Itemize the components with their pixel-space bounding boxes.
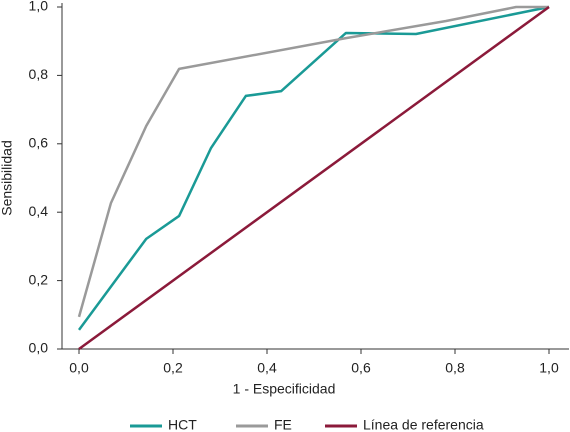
y-tick-label: 0,6	[29, 135, 49, 151]
y-tick-label: 0,2	[29, 271, 49, 287]
x-tick-label: 0,2	[163, 360, 183, 376]
y-tick-label: 1,0	[29, 0, 49, 14]
line	[78, 5, 550, 351]
legend-label: FE	[274, 417, 292, 432]
x-tick-label: 0,0	[69, 360, 89, 376]
line	[77, 5, 550, 331]
y-tick-label: 0,0	[29, 340, 49, 356]
x-tick-label: 0,4	[257, 360, 277, 376]
legend-label: HCT	[168, 417, 197, 432]
y-axis-label: Sensibilidad	[0, 140, 15, 216]
y-tick-label: 0,8	[29, 66, 49, 82]
line	[77, 5, 549, 318]
x-tick-label: 0,8	[445, 360, 465, 376]
x-tick-label: 1,0	[539, 360, 559, 376]
x-axis-label: 1 - Especificidad	[233, 381, 336, 397]
legend-label: Línea de referencia	[363, 417, 484, 432]
x-tick-label: 0,6	[351, 360, 371, 376]
y-tick-label: 0,4	[29, 203, 49, 219]
